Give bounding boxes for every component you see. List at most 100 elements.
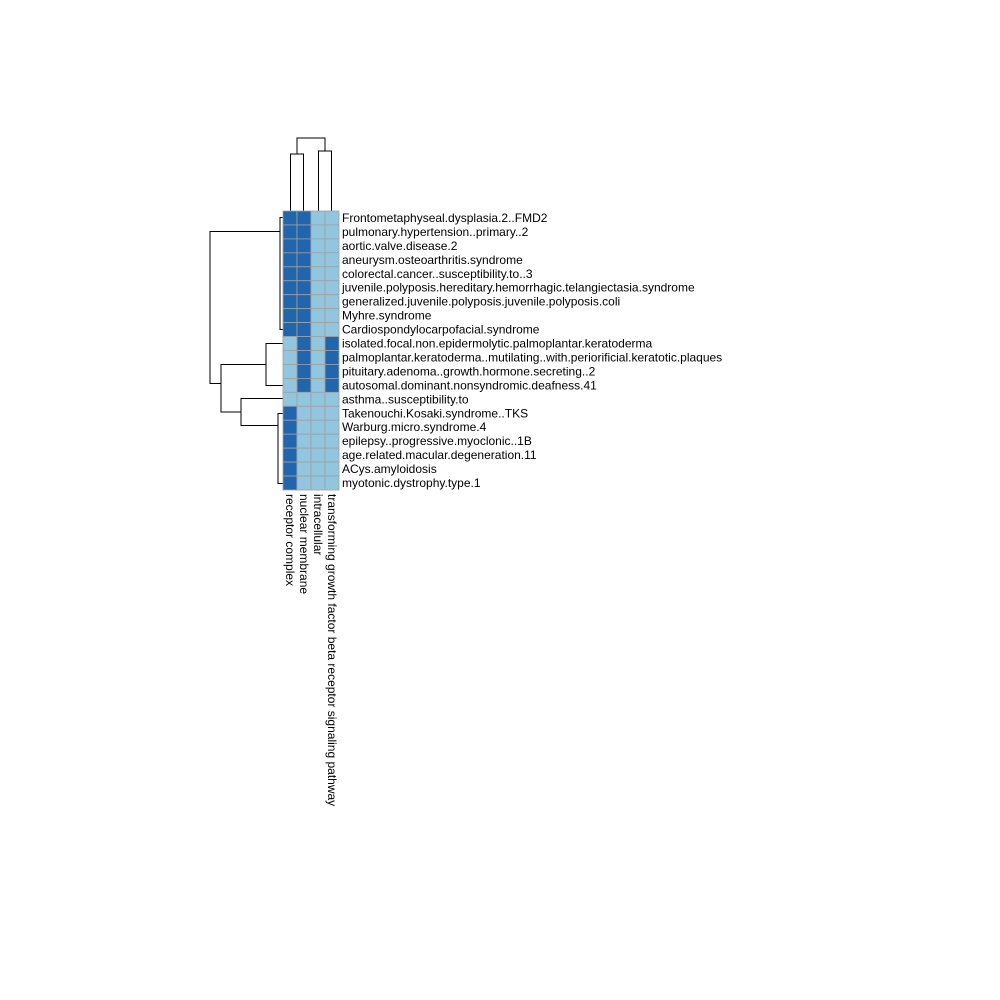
- row-labels: Frontometaphyseal.dysplasia.2..FMD2pulmo…: [341, 211, 722, 490]
- heatmap-cell: [310, 294, 326, 310]
- heatmap-cell: [282, 280, 298, 296]
- heatmap-cell: [296, 405, 312, 421]
- heatmap-cell: [324, 322, 340, 337]
- heatmap-cell: [282, 266, 298, 282]
- row-dendro-branch-root: [209, 231, 280, 384]
- heatmap-cell: [310, 336, 326, 351]
- row-label: Cardiospondylocarpofacial.syndrome: [342, 323, 540, 337]
- heatmap-cell: [310, 280, 326, 296]
- heatmap-cell: [282, 252, 298, 268]
- heatmap-cell: [324, 461, 340, 477]
- heatmap-cell: [310, 377, 326, 393]
- col-dendro-branch-right: [318, 150, 332, 212]
- heatmap-cell: [282, 419, 298, 435]
- heatmap-cell: [324, 280, 340, 296]
- heatmap-cell: [282, 224, 298, 240]
- heatmap-cell: [324, 364, 340, 379]
- heatmap-cells: [282, 210, 340, 491]
- heatmap-cell: [310, 308, 326, 323]
- heatmap-cell: [324, 224, 340, 240]
- heatmap-cell: [324, 419, 340, 435]
- heatmap-cell: [282, 391, 298, 407]
- heatmap-cell: [324, 336, 340, 351]
- heatmap-cell: [324, 475, 340, 491]
- heatmap-cell: [296, 364, 312, 379]
- heatmap-cell: [282, 336, 298, 351]
- heatmap-cell: [282, 461, 298, 477]
- heatmap-cell: [310, 252, 326, 268]
- row-label: aneurysm.osteoarthritis.syndrome: [342, 253, 523, 267]
- heatmap-cell: [324, 377, 340, 393]
- heatmap-cell: [296, 294, 312, 310]
- row-label: aortic.valve.disease.2: [342, 239, 458, 253]
- heatmap-cell: [296, 224, 312, 240]
- row-label: Warburg.micro.syndrome.4: [342, 420, 487, 434]
- heatmap-cell: [310, 210, 326, 226]
- row-label: palmoplantar.keratoderma..mutilating..wi…: [342, 350, 722, 364]
- heatmap-cell: [282, 475, 298, 491]
- heatmap-cell: [324, 210, 340, 226]
- row-label: isolated.focal.non.epidermolytic.palmopl…: [342, 337, 652, 351]
- heatmap-cell: [324, 391, 340, 407]
- row-label: autosomal.dominant.nonsyndromic.deafness…: [342, 378, 597, 392]
- column-dendrogram: [290, 137, 332, 212]
- heatmap-cell: [324, 447, 340, 463]
- heatmap-cell: [310, 391, 326, 407]
- heatmap-cell: [310, 475, 326, 491]
- heatmap-cell: [282, 405, 298, 421]
- heatmap-cell: [296, 252, 312, 268]
- row-dendro-branch-rows-15-20: [277, 413, 283, 484]
- row-label: pulmonary.hypertension..primary..2: [342, 225, 529, 239]
- heatmap-cell: [324, 433, 340, 449]
- row-dendro-branch-lower: [220, 364, 266, 413]
- heatmap-cell: [310, 433, 326, 449]
- heatmap-cell: [296, 377, 312, 393]
- heatmap-cell: [324, 405, 340, 421]
- row-label: myotonic.dystrophy.type.1: [342, 476, 481, 490]
- column-label: transforming growth factor beta receptor…: [325, 494, 339, 806]
- row-label: colorectal.cancer..susceptibility.to..3: [342, 267, 533, 281]
- heatmap-cell: [296, 210, 312, 226]
- heatmap-cell: [282, 350, 298, 365]
- row-dendro-branch-asthma: [240, 398, 283, 426]
- heatmap-cell: [296, 238, 312, 254]
- row-label: ACys.amyloidosis: [342, 462, 437, 476]
- row-label: Takenouchi.Kosaki.syndrome..TKS: [342, 406, 528, 420]
- column-label: receptor complex: [283, 494, 297, 586]
- heatmap-cell: [282, 377, 298, 393]
- heatmap-cell: [310, 266, 326, 282]
- heatmap-cell: [324, 308, 340, 323]
- heatmap-cell: [296, 322, 312, 337]
- row-label: Myhre.syndrome: [342, 309, 432, 323]
- row-label: asthma..susceptibility.to: [342, 392, 469, 406]
- heatmap-cell: [324, 294, 340, 310]
- heatmap-cell: [296, 308, 312, 323]
- row-label: age.related.macular.degeneration.11: [342, 448, 537, 462]
- col-dendro-branch-left: [290, 153, 304, 212]
- row-dendro-branch-rows-1-9: [279, 217, 283, 330]
- heatmap-cell: [282, 238, 298, 254]
- heatmap-cell: [324, 350, 340, 365]
- heatmap-cell: [310, 238, 326, 254]
- heatmap-cell: [296, 391, 312, 407]
- heatmap-cell: [282, 294, 298, 310]
- heatmap-cell: [296, 447, 312, 463]
- heatmap-cell: [282, 364, 298, 379]
- heatmap-cell: [296, 350, 312, 365]
- row-label: epilepsy..progressive.myoclonic..1B: [342, 434, 532, 448]
- heatmap-cell: [310, 350, 326, 365]
- row-label: Frontometaphyseal.dysplasia.2..FMD2: [342, 211, 548, 225]
- heatmap-cell: [296, 433, 312, 449]
- row-label: generalized.juvenile.polyposis.juvenile.…: [342, 295, 620, 309]
- heatmap-cell: [324, 238, 340, 254]
- row-dendrogram: [209, 217, 283, 484]
- heatmap-cell: [296, 336, 312, 351]
- heatmap-cell: [282, 308, 298, 323]
- heatmap-cell: [310, 224, 326, 240]
- heatmap-cell: [310, 461, 326, 477]
- heatmap-cell: [310, 447, 326, 463]
- row-label: juvenile.polyposis.hereditary.hemorrhagi…: [341, 281, 695, 295]
- heatmap-cell: [310, 419, 326, 435]
- col-dendro-branch-root: [296, 137, 326, 154]
